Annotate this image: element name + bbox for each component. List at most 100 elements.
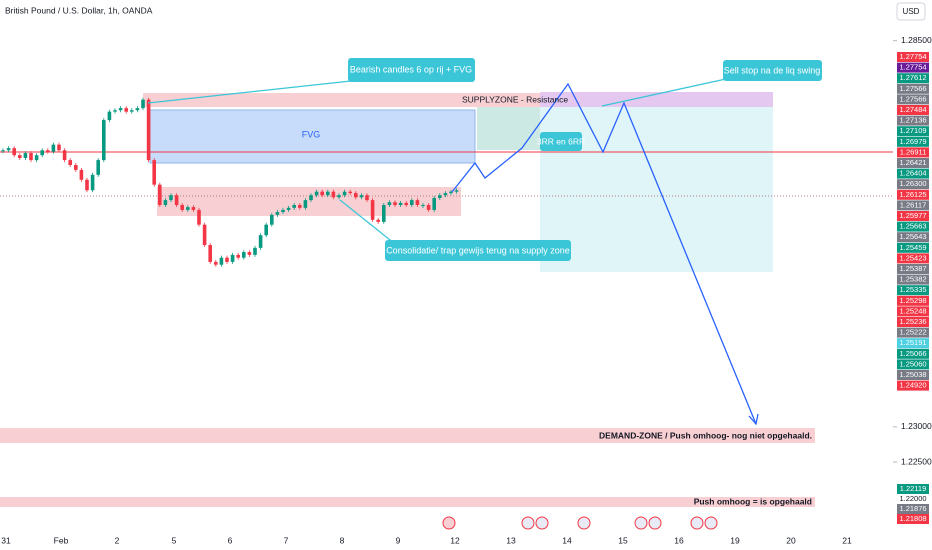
candle [29, 153, 33, 161]
x-tick-label: 19 [730, 535, 740, 545]
candle [51, 144, 56, 152]
price-label: 1.27484 [899, 105, 926, 114]
candle [236, 254, 240, 258]
candle [370, 200, 375, 220]
price-label-box [897, 504, 929, 514]
fvg-label: FVG [302, 129, 321, 139]
candle [275, 212, 280, 215]
candle [354, 193, 358, 198]
price-label: 1.27566 [899, 94, 926, 103]
candle [146, 99, 151, 161]
x-tick-label: 21 [842, 535, 852, 545]
candle [253, 247, 257, 255]
x-tick-label: 12 [450, 535, 460, 545]
price-label-box [897, 338, 929, 349]
candle [219, 257, 224, 265]
candle [230, 254, 235, 262]
candle [286, 207, 291, 210]
price-label-box [897, 285, 929, 296]
x-tick-label: 13 [506, 535, 516, 545]
candle [292, 205, 296, 208]
price-label-box [897, 179, 929, 190]
price-label-box [897, 494, 929, 504]
price-label-box [897, 105, 929, 115]
candle [314, 191, 319, 196]
candle [309, 195, 313, 201]
price-label: 1.27136 [899, 116, 926, 125]
price-label: 1.25423 [899, 253, 926, 262]
x-tick-label: 14 [562, 535, 572, 545]
callout-line [147, 79, 361, 104]
price-label-box [897, 348, 929, 359]
candle [270, 214, 274, 225]
price-label-box [897, 380, 929, 391]
price-label: 1.26421 [899, 158, 926, 167]
callout-line [339, 199, 396, 245]
x-tick-label: 9 [396, 535, 401, 545]
price-label: 1.25663 [899, 222, 926, 231]
profit-zone [540, 107, 773, 272]
price-label-box [897, 147, 929, 158]
callout-text: 3RR en 6RR [537, 136, 585, 146]
candle [264, 224, 268, 236]
x-tick-label: 15 [618, 535, 628, 545]
y-tick-label: 1.28500 [901, 35, 932, 45]
consolidation-zone [157, 187, 461, 216]
price-label: 1.25038 [899, 370, 926, 379]
candle [432, 198, 436, 210]
target-zone [477, 107, 540, 150]
event-icon[interactable] [442, 516, 456, 530]
x-tick-label: 6 [228, 535, 233, 545]
callout [540, 132, 582, 151]
x-tick-label: Feb [54, 535, 69, 545]
price-label-box [897, 94, 929, 105]
price-label: 1.25060 [899, 359, 926, 368]
price-label: 1.25382 [899, 275, 926, 284]
price-label-box [897, 211, 929, 221]
price-label-box [897, 73, 929, 84]
candle [130, 110, 134, 112]
price-label: 1.26125 [899, 190, 926, 199]
candle [191, 207, 196, 210]
price-label: 1.25236 [899, 317, 926, 326]
candle [46, 150, 50, 152]
candle [197, 209, 201, 225]
price-label: 1.25298 [899, 296, 926, 305]
candle [96, 160, 100, 175]
candle [158, 184, 162, 206]
candle [141, 99, 145, 109]
price-label: 1.24920 [899, 381, 926, 390]
candle [152, 160, 156, 185]
stop-zone [540, 92, 773, 107]
price-label: 1.26911 [900, 147, 927, 156]
candle [326, 191, 330, 196]
candle [449, 191, 453, 194]
price-label-box [897, 295, 929, 306]
price-label: 1.25248 [899, 306, 926, 315]
candle [90, 174, 95, 191]
price-label-box [897, 274, 929, 285]
price-label-box [897, 327, 929, 338]
candle [348, 191, 352, 194]
price-label: 1.27109 [899, 126, 926, 135]
price-label: 1.21876 [899, 504, 926, 513]
candle [443, 193, 448, 196]
candle [113, 110, 117, 112]
price-label: 1.25335 [899, 285, 926, 294]
candle [438, 195, 442, 198]
x-tick-label: 5 [172, 535, 177, 545]
price-label: 1.27612 [899, 73, 926, 82]
candle [107, 111, 112, 121]
y-tick-label: 1.22500 [901, 456, 932, 466]
candle [57, 144, 61, 151]
currency-button[interactable] [896, 2, 926, 21]
callout-text: Sell stop na de liq swing [724, 65, 821, 75]
candle [118, 108, 123, 111]
demand-label: DEMAND-ZONE / Push omhoog- nog niet opge… [599, 430, 812, 440]
price-label-box [897, 232, 929, 243]
callout [385, 240, 571, 261]
candle [320, 191, 324, 196]
candle [404, 202, 408, 206]
price-label: 1.27754 [899, 52, 926, 61]
price-label-box [897, 370, 929, 380]
